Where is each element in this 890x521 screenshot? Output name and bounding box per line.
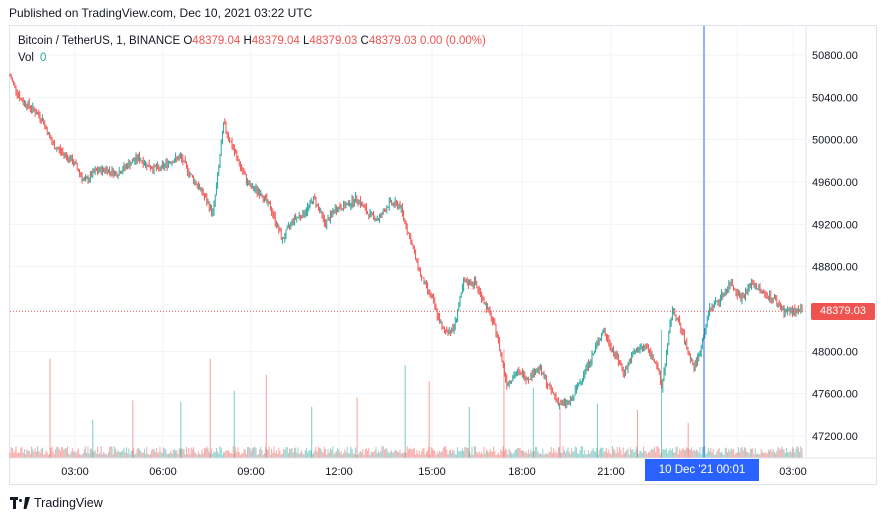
price-axis: 47200.0047600.0048000.0048400.0048800.00… xyxy=(812,50,858,443)
price-tick-label: 48000.00 xyxy=(812,346,858,358)
close-label: C xyxy=(360,35,369,47)
close-value: 48379.03 xyxy=(368,35,417,47)
volume-label: Vol xyxy=(18,52,34,64)
price-tick-label: 49200.00 xyxy=(812,219,858,231)
symbol-legend[interactable]: Bitcoin / TetherUS, 1, BINANCE O48379.04… xyxy=(18,35,486,47)
tradingview-brand[interactable]: TradingView xyxy=(10,496,103,510)
published-caption: Published on TradingView.com, Dec 10, 20… xyxy=(9,6,313,20)
time-axis: 03:00 06:00 09:00 12:00 15:00 18:00 21:00 03:00 xyxy=(61,466,807,478)
price-tick-label: 50400.00 xyxy=(812,92,858,104)
brand-name: TradingView xyxy=(34,496,103,510)
time-tick-label: 18:00 xyxy=(508,466,536,478)
price-tick-label: 47200.00 xyxy=(812,431,858,443)
price-tick-label: 47600.00 xyxy=(812,389,858,401)
time-tick-label: 06:00 xyxy=(149,466,177,478)
crosshair-time-label: 10 Dec '21 00:01 xyxy=(645,459,759,481)
change-value: 0.00 (0.00%) xyxy=(420,35,486,47)
symbol-title: Bitcoin / TetherUS, 1, BINANCE xyxy=(18,35,181,47)
time-tick-label: 21:00 xyxy=(597,466,625,478)
time-tick-label: 12:00 xyxy=(325,466,353,478)
low-label: L xyxy=(302,35,310,47)
time-tick-label: 03:00 xyxy=(779,466,807,478)
time-tick-label: 03:00 xyxy=(61,466,89,478)
candles xyxy=(9,73,803,410)
price-tick-label: 49600.00 xyxy=(812,177,858,189)
volume-bars xyxy=(9,330,803,458)
last-price-tag: 48379.03 xyxy=(811,303,875,320)
time-tick-label: 09:00 xyxy=(237,466,265,478)
time-tick-label: 15:00 xyxy=(418,466,446,478)
volume-legend[interactable]: Vol 0 xyxy=(18,52,46,64)
high-value: 48379.04 xyxy=(251,35,300,47)
price-tick-label: 50000.00 xyxy=(812,135,858,147)
low-value: 48379.03 xyxy=(309,35,358,47)
grid-lines xyxy=(10,26,806,458)
open-label: O xyxy=(183,35,193,47)
price-tick-label: 50800.00 xyxy=(812,50,858,62)
high-label: H xyxy=(243,35,252,47)
tradingview-logo-icon xyxy=(10,497,30,509)
open-value: 48379.04 xyxy=(192,35,241,47)
chart-frame[interactable] xyxy=(9,25,877,485)
price-tick-label: 48800.00 xyxy=(812,262,858,274)
volume-value: 0 xyxy=(40,52,47,64)
